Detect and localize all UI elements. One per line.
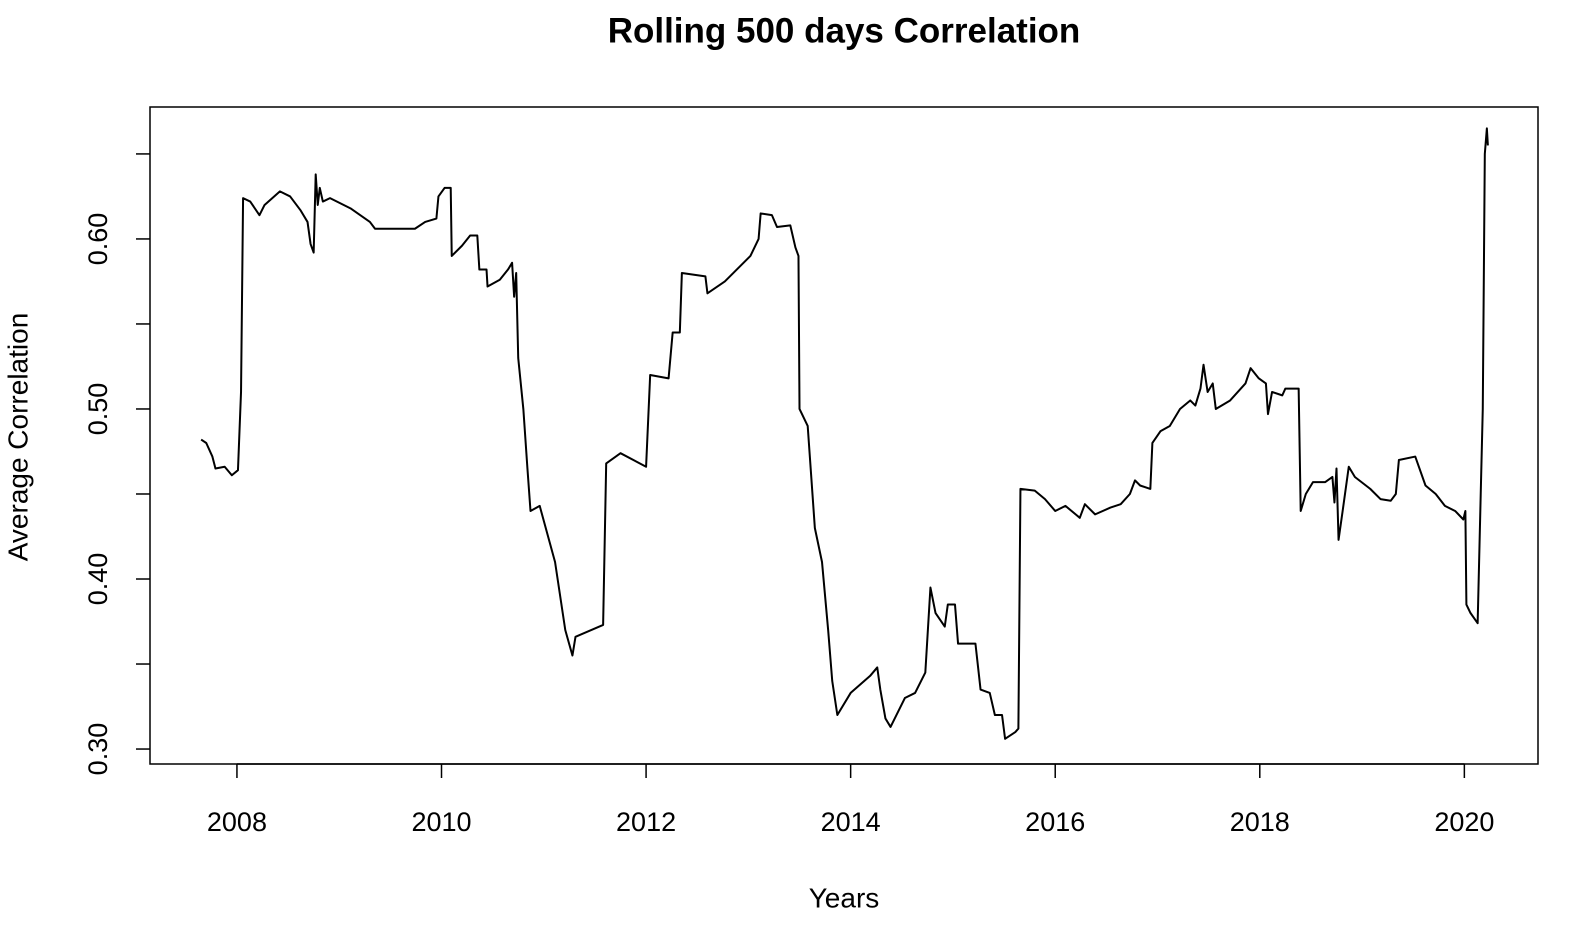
data-line	[200, 127, 1489, 740]
x-tick-label: 2018	[1230, 807, 1290, 837]
x-tick-label: 2014	[821, 807, 881, 837]
plot-frame	[149, 106, 1539, 765]
x-tick-label: 2008	[207, 807, 267, 837]
y-tick-label: 0.50	[83, 383, 113, 436]
y-tick-label: 0.30	[83, 723, 113, 776]
x-tick-label: 2020	[1434, 807, 1494, 837]
y-tick-label: 0.60	[83, 213, 113, 266]
x-tick-label: 2012	[616, 807, 676, 837]
y-axis-label: Average Correlation	[2, 313, 33, 562]
x-axis-label: Years	[809, 882, 880, 913]
x-tick-label: 2016	[1025, 807, 1085, 837]
chart-title: Rolling 500 days Correlation	[608, 11, 1081, 50]
y-tick-label: 0.40	[83, 553, 113, 606]
x-tick-label: 2010	[411, 807, 471, 837]
